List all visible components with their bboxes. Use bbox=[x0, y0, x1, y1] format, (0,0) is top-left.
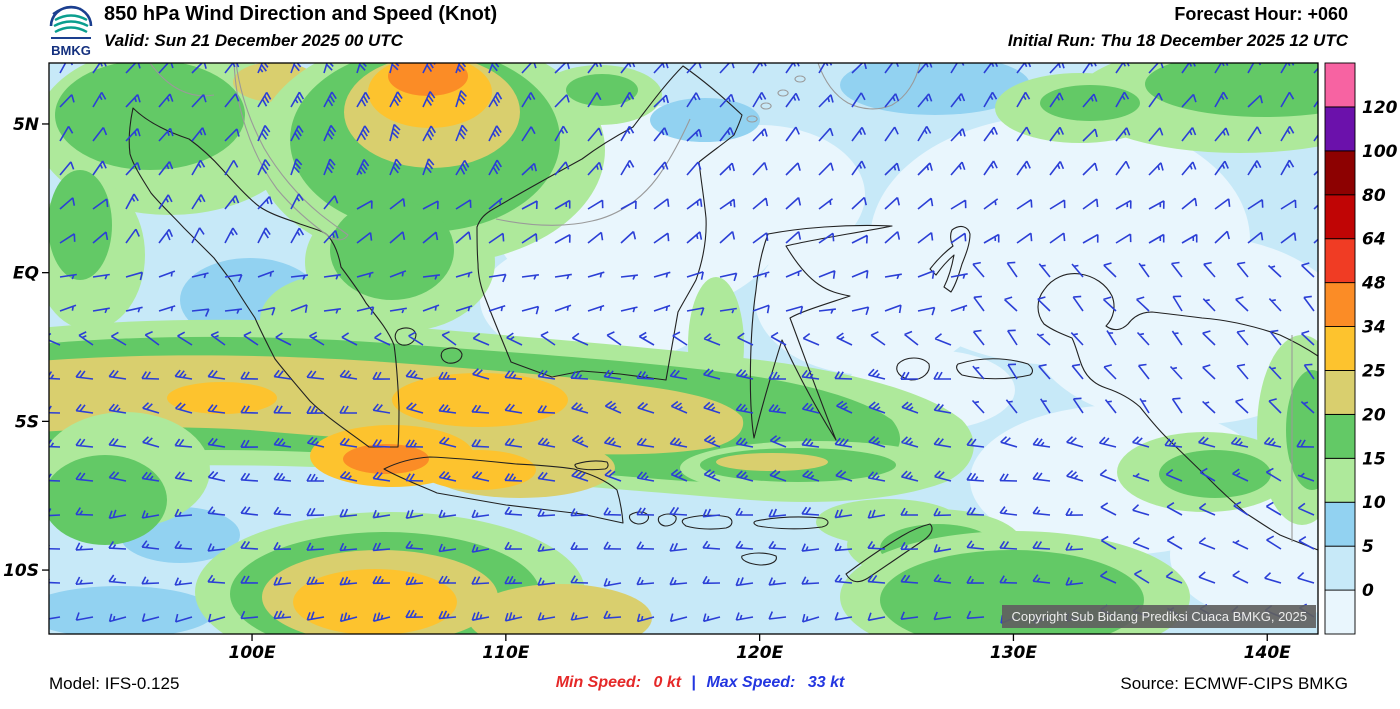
coastline-flores bbox=[753, 516, 829, 530]
colorbar-segment bbox=[1324, 501, 1356, 547]
coastline-mindanao bbox=[817, 63, 921, 110]
colorbar-segment bbox=[1324, 282, 1356, 327]
colorbar-label: 25 bbox=[1362, 361, 1386, 381]
lon-label: 110E bbox=[482, 643, 529, 663]
coastline-belitung bbox=[440, 347, 463, 364]
coastline-lombok bbox=[657, 513, 677, 527]
min-speed-value: 0 kt bbox=[653, 674, 682, 691]
forecast-hour: Forecast Hour: +060 bbox=[1174, 4, 1348, 24]
coastlines bbox=[128, 63, 1318, 583]
lon-label: 140E bbox=[1244, 643, 1291, 663]
coastline-sulu-chain bbox=[746, 75, 806, 123]
colorbar-label: 80 bbox=[1362, 186, 1386, 206]
initial-run: Initial Run: Thu 18 December 2025 12 UTC bbox=[1007, 31, 1348, 50]
coastline-seram bbox=[956, 358, 1033, 380]
lat-label: EQ bbox=[13, 264, 39, 284]
coastline-madura bbox=[574, 460, 609, 471]
coastline-sumba bbox=[741, 552, 777, 566]
speed-summary: Min Speed: 0 kt | Max Speed: 33 kt bbox=[0, 674, 1400, 692]
max-speed-label: Max Speed: bbox=[706, 674, 796, 691]
colorbar-segment bbox=[1324, 589, 1356, 635]
colorbar-label: 5 bbox=[1362, 537, 1374, 557]
colorbar-segment bbox=[1324, 413, 1356, 459]
colorbar-label: 120 bbox=[1362, 98, 1398, 118]
colorbar: 0 5 10 15 20 25 34 48 64 80 100 120 bbox=[1324, 62, 1398, 635]
colorbar-segment bbox=[1324, 457, 1356, 503]
source-label: Source: ECMWF-CIPS BMKG bbox=[1120, 674, 1348, 693]
map-frame bbox=[48, 62, 1319, 635]
coastline-malay-peninsula bbox=[233, 63, 349, 241]
colorbar-label: 20 bbox=[1362, 405, 1386, 425]
colorbar-segment bbox=[1324, 238, 1356, 284]
coastline-buru bbox=[896, 357, 930, 381]
bmkg-logo-graphic: BMKG bbox=[49, 5, 93, 58]
coastline-bangka bbox=[394, 327, 417, 346]
coastline-java bbox=[383, 456, 624, 524]
colorbar-label: 64 bbox=[1362, 230, 1386, 250]
coastline-papua bbox=[1037, 273, 1318, 551]
colorbar-segment bbox=[1324, 545, 1356, 591]
max-speed-value: 33 kt bbox=[807, 674, 845, 691]
colorbar-label: 15 bbox=[1362, 449, 1386, 469]
wind-barbs bbox=[49, 63, 1318, 624]
lat-label: 5S bbox=[15, 412, 39, 432]
speed-separator: | bbox=[691, 674, 696, 691]
map-canvas bbox=[49, 63, 1318, 634]
colorbar-segment bbox=[1324, 62, 1356, 108]
colorbar-segment bbox=[1324, 326, 1356, 371]
colorbar-segment bbox=[1324, 370, 1356, 415]
lon-label: 100E bbox=[228, 643, 275, 663]
coastline-timor bbox=[845, 523, 933, 583]
wind-speed-shading bbox=[49, 63, 1318, 634]
min-speed-label: Min Speed: bbox=[555, 674, 642, 691]
colorbar-segment bbox=[1324, 150, 1356, 196]
coastline-sulawesi bbox=[749, 224, 893, 441]
colorbar-label: 100 bbox=[1362, 142, 1398, 162]
lat-label: 10S bbox=[3, 561, 39, 581]
colorbar-label: 10 bbox=[1362, 493, 1386, 513]
lon-label: 120E bbox=[736, 643, 783, 663]
model-label: Model: IFS-0.125 bbox=[49, 674, 180, 693]
colorbar-segment bbox=[1324, 194, 1356, 240]
lat-label: 5N bbox=[13, 115, 39, 135]
colorbar-label: 34 bbox=[1362, 318, 1386, 338]
bmkg-logo-text: BMKG bbox=[51, 43, 91, 58]
copyright-overlay: Copyright Sub Bidang Prediksi Cuaca BMKG… bbox=[1002, 605, 1316, 628]
page-title: 850 hPa Wind Direction and Speed (Knot) bbox=[104, 3, 498, 25]
bmkg-logo: BMKG bbox=[44, 2, 98, 60]
axis-labels: 100E 110E 120E 130E 140E 5N EQ 5S 10S bbox=[3, 115, 1291, 663]
valid-time: Valid: Sun 21 December 2025 00 UTC bbox=[104, 31, 403, 50]
coastline-bali bbox=[628, 511, 649, 525]
colorbar-segment bbox=[1324, 106, 1356, 152]
colorbar-label: 0 bbox=[1362, 581, 1374, 601]
colorbar-label: 48 bbox=[1361, 274, 1386, 294]
coastline-halmahera bbox=[929, 225, 971, 293]
lon-label: 130E bbox=[990, 643, 1037, 663]
